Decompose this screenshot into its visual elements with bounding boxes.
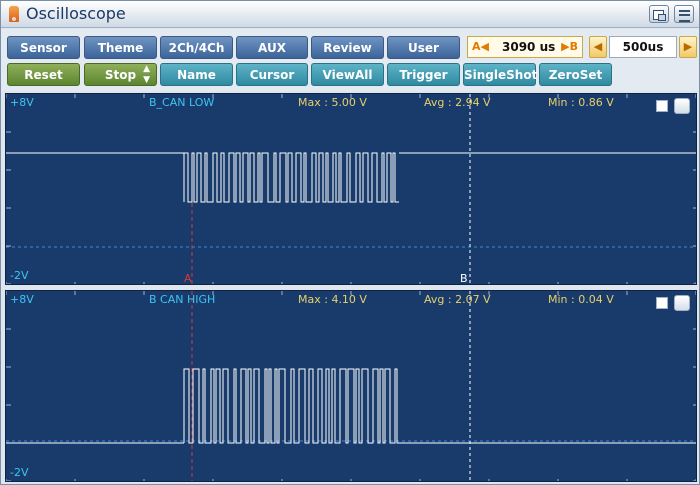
timebase-decrease-button[interactable]: ◀	[589, 36, 607, 58]
aux-button[interactable]: AUX	[236, 36, 308, 59]
stop-button[interactable]: Stop ▲ ▼	[84, 63, 157, 86]
channel-2-trace-burst	[183, 368, 399, 444]
channel-2-avg: Avg : 2.07 V	[424, 293, 491, 306]
cursor-a-label: A	[184, 272, 192, 285]
channel-1-max: Max : 5.00 V	[298, 96, 367, 109]
marker-delta-value: 3090 us	[502, 40, 556, 54]
channel-2-checkbox[interactable]	[656, 297, 668, 309]
toolbar: Sensor Theme 2Ch/4Ch AUX Review User Set…	[1, 29, 699, 91]
channel-2-vmax-label: +8V	[10, 293, 34, 306]
channel-2-trace-area	[6, 291, 696, 481]
channel-1-trace-area	[6, 94, 696, 284]
marker-a-label: A◀	[472, 40, 489, 53]
channel-2-display[interactable]: +8V B CAN HIGH Max : 4.10 V Avg : 2.07 V…	[5, 290, 697, 482]
channel-1-avg: Avg : 2.94 V	[424, 96, 491, 109]
channel-2-vmin-label: -2V	[10, 466, 29, 479]
window-title: Oscilloscope	[26, 4, 126, 23]
timebase-increase-button[interactable]: ▶	[679, 36, 697, 58]
restore-window-icon[interactable]	[649, 5, 669, 23]
channel-1-vmin-label: -2V	[10, 269, 29, 282]
channel-count-button[interactable]: 2Ch/4Ch	[160, 36, 233, 59]
menu-icon[interactable]	[674, 5, 694, 23]
stop-spinner-icon: ▲ ▼	[143, 64, 150, 85]
marker-b-label: ▶B	[561, 40, 578, 53]
viewall-button[interactable]: ViewAll	[311, 63, 384, 86]
channel-1-name: B_CAN LOW	[149, 96, 215, 109]
zeroset-button[interactable]: ZeroSet	[539, 63, 612, 86]
title-bar: Oscilloscope	[1, 1, 699, 28]
channel-1-vmax-label: +8V	[10, 96, 34, 109]
channel-2-name: B CAN HIGH	[149, 293, 216, 306]
theme-button[interactable]: Theme	[84, 36, 157, 59]
cursor-marker-readout: A◀ 3090 us ▶B	[467, 36, 583, 58]
singleshot-button[interactable]: SingleShot	[463, 63, 537, 86]
name-button[interactable]: Name	[160, 63, 233, 86]
cursor-button[interactable]: Cursor	[236, 63, 308, 86]
sensor-button[interactable]: Sensor	[7, 36, 80, 59]
channel-1-display[interactable]: +8V B_CAN LOW Max : 5.00 V Avg : 2.94 V …	[5, 93, 697, 285]
user-setting-button[interactable]: User Setting	[387, 36, 460, 78]
channel-2-option-button[interactable]	[674, 295, 690, 311]
channel-1-checkbox[interactable]	[656, 100, 668, 112]
review-button[interactable]: Review	[311, 36, 384, 59]
timebase-value: 500us	[609, 36, 677, 58]
channel-1-trace-idle-left	[6, 152, 185, 185]
cursor-b-label: B	[460, 272, 468, 285]
stop-label: Stop	[104, 68, 137, 82]
oscilloscope-app-icon	[9, 6, 19, 22]
channel-2-min: Min : 0.04 V	[548, 293, 614, 306]
channel-2-max: Max : 4.10 V	[298, 293, 367, 306]
reset-button[interactable]: Reset	[7, 63, 80, 86]
channel-1-min: Min : 0.86 V	[548, 96, 614, 109]
channel-1-option-button[interactable]	[674, 98, 690, 114]
channel-1-trace-burst	[183, 152, 399, 203]
trigger-button[interactable]: Trigger	[387, 63, 460, 86]
